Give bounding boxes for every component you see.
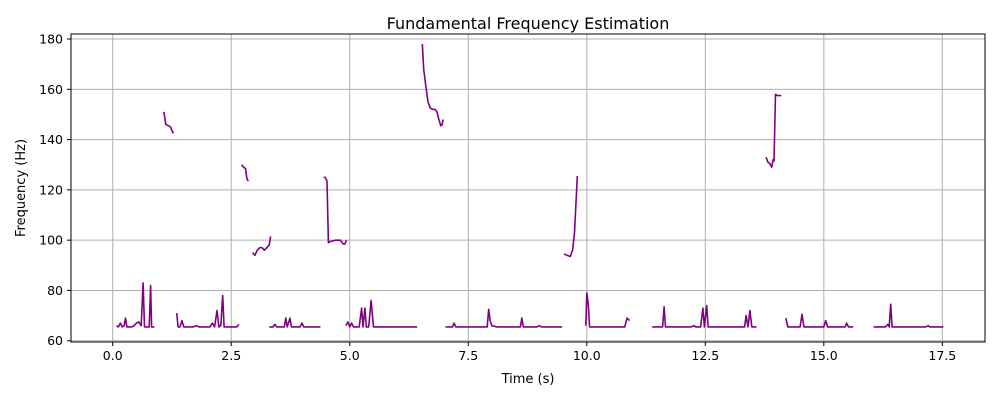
x-tick-label: 12.5 (691, 348, 719, 363)
grid (71, 34, 985, 342)
y-tick-label: 160 (39, 82, 63, 97)
f0-segment (652, 304, 757, 328)
x-tick-label: 17.5 (928, 348, 956, 363)
x-tick-label: 10.0 (573, 348, 601, 363)
y-tick-label: 120 (39, 182, 63, 197)
y-axis-label: Frequency (Hz) (14, 139, 29, 237)
f0-segment (163, 111, 175, 134)
f0-segment (269, 317, 321, 328)
plot-frame (70, 33, 986, 343)
f0-segment (175, 294, 240, 328)
f0-segment (563, 176, 579, 258)
f0-segment (765, 93, 782, 169)
x-tick-label: 2.5 (221, 348, 241, 363)
x-tick-label: 5.0 (340, 348, 360, 363)
f0-segment (252, 236, 272, 257)
y-axis: 60 80 100 120 140 160 180 (39, 32, 71, 348)
y-tick-label: 80 (47, 283, 63, 298)
y-tick-label: 60 (47, 333, 63, 348)
x-tick-label: 15.0 (810, 348, 838, 363)
f0-segment (445, 308, 563, 328)
f0-segment (116, 282, 155, 328)
x-tick-label: 0.0 (103, 348, 123, 363)
f0-segment (873, 303, 944, 328)
f0-segment (421, 44, 444, 127)
chart-title: Fundamental Frequency Estimation (387, 14, 670, 33)
y-tick-label: 180 (39, 32, 63, 47)
f0-segment (323, 176, 348, 245)
y-tick-label: 100 (39, 233, 63, 248)
f0-segment (585, 292, 631, 328)
f0-segment (345, 299, 418, 328)
f0-series (116, 44, 944, 328)
f0-segment (785, 313, 854, 328)
y-tick-label: 140 (39, 132, 63, 147)
f0-segment (241, 164, 249, 182)
x-tick-label: 7.5 (458, 348, 478, 363)
x-axis: 0.0 2.5 5.0 7.5 10.0 12.5 15.0 17.5 (103, 342, 956, 363)
x-axis-label: Time (s) (501, 372, 555, 387)
